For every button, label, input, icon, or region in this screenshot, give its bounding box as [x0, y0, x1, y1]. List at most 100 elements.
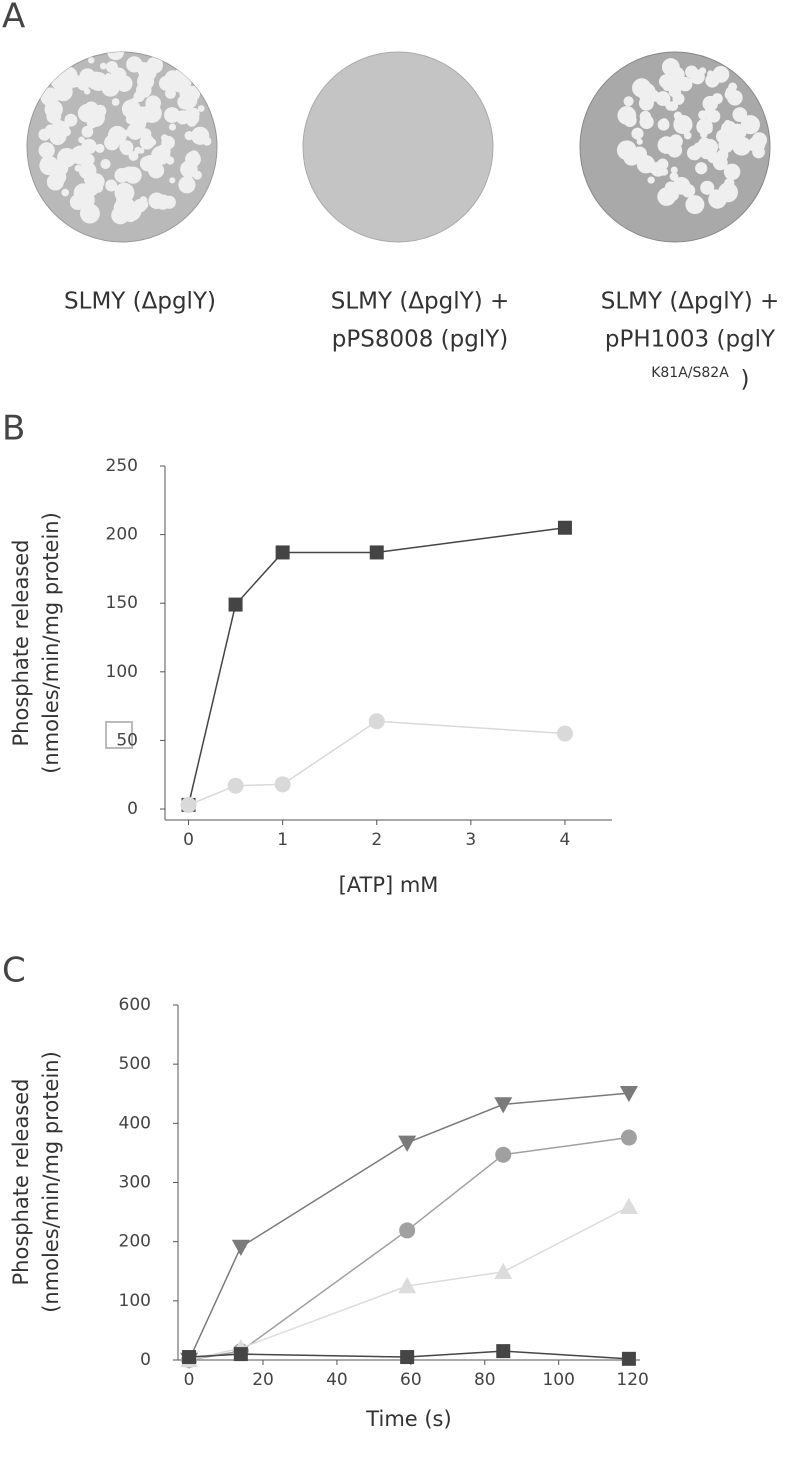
x-tick-label: 2	[371, 830, 382, 850]
colony	[52, 102, 63, 112]
colony	[161, 135, 175, 150]
x-tick-label: 4	[560, 830, 571, 850]
colony	[134, 146, 142, 154]
colony	[700, 180, 715, 195]
colony	[632, 146, 647, 162]
highlight-box	[105, 721, 133, 749]
marker	[494, 1097, 513, 1114]
caption: SLMY (ΔpglY) +	[601, 289, 780, 315]
colony	[81, 138, 97, 155]
colony	[114, 168, 130, 183]
marker	[494, 1262, 513, 1280]
colony	[126, 56, 143, 73]
marker	[275, 545, 290, 560]
colony	[148, 162, 165, 179]
colony	[86, 71, 105, 90]
colony	[701, 139, 719, 156]
marker	[227, 777, 244, 794]
colony	[636, 138, 643, 145]
x-tick-label: 40	[326, 1370, 348, 1390]
colony	[40, 156, 55, 170]
colony	[83, 88, 91, 95]
colony	[120, 129, 129, 138]
x-tick-label: 3	[465, 830, 476, 850]
colony	[138, 199, 149, 210]
colony	[657, 118, 670, 131]
colony	[111, 206, 130, 225]
colony	[667, 140, 679, 151]
colony	[665, 101, 675, 111]
colony	[61, 188, 70, 197]
y-axis-label: Phosphate released	[9, 539, 33, 746]
y-tick-label: 250	[106, 456, 138, 476]
colony	[716, 129, 731, 144]
colony	[81, 125, 94, 138]
colony	[659, 74, 674, 89]
colony	[119, 140, 134, 155]
colony	[685, 195, 705, 215]
colony	[101, 78, 120, 97]
marker	[180, 796, 197, 813]
y-axis-label: Phosphate released	[9, 1078, 33, 1285]
colony	[114, 182, 135, 203]
colony	[708, 152, 721, 164]
marker	[398, 1135, 417, 1152]
colony	[86, 118, 98, 129]
colony	[168, 123, 177, 131]
colony	[46, 173, 64, 191]
series-line	[188, 720, 565, 806]
colony	[124, 166, 142, 184]
colony	[751, 132, 768, 148]
x-tick-label: 80	[474, 1370, 496, 1390]
caption: pPS8008 (pglY)	[332, 327, 509, 353]
marker	[556, 725, 573, 742]
y-tick-label: 200	[119, 1232, 151, 1252]
colony	[95, 143, 105, 154]
colony	[689, 69, 705, 85]
colony	[92, 182, 104, 193]
x-tick-label: 1	[277, 830, 288, 850]
colony	[631, 127, 644, 140]
colony	[145, 95, 161, 112]
x-tick-label: 20	[252, 1370, 274, 1390]
colony	[670, 75, 686, 91]
colony	[183, 87, 193, 96]
colony	[164, 87, 176, 99]
colony	[69, 194, 86, 211]
colony	[180, 160, 198, 179]
colony	[727, 90, 743, 106]
colony	[111, 98, 120, 106]
marker	[557, 520, 572, 535]
colony	[151, 145, 171, 165]
caption: pPH1003 (pglY	[605, 327, 776, 353]
colony	[96, 116, 104, 123]
colony	[107, 52, 125, 61]
colony	[84, 101, 99, 116]
colony	[99, 108, 107, 116]
caption: SLMY (ΔpglY)	[64, 289, 216, 315]
marker	[620, 1129, 637, 1146]
x-tick-label: 100	[542, 1370, 574, 1390]
colony	[708, 190, 727, 209]
marker	[368, 713, 385, 730]
colony	[696, 118, 713, 135]
colony	[723, 163, 741, 181]
x-tick-label: 0	[183, 830, 194, 850]
colony	[641, 89, 650, 99]
colony	[672, 92, 685, 105]
colony	[647, 176, 655, 184]
y-tick-label: 0	[140, 1350, 151, 1370]
colony	[711, 93, 723, 105]
marker	[621, 1351, 636, 1366]
caption: SLMY (ΔpglY) +	[331, 289, 510, 315]
colony	[623, 96, 634, 107]
marker	[400, 1350, 415, 1365]
caption: K81A/S82A	[651, 365, 729, 381]
colony	[202, 136, 212, 146]
marker	[231, 1239, 250, 1256]
colony	[180, 92, 198, 109]
x-tick-label: 0	[184, 1370, 195, 1390]
colony	[79, 203, 100, 224]
y-tick-label: 50	[116, 730, 138, 750]
